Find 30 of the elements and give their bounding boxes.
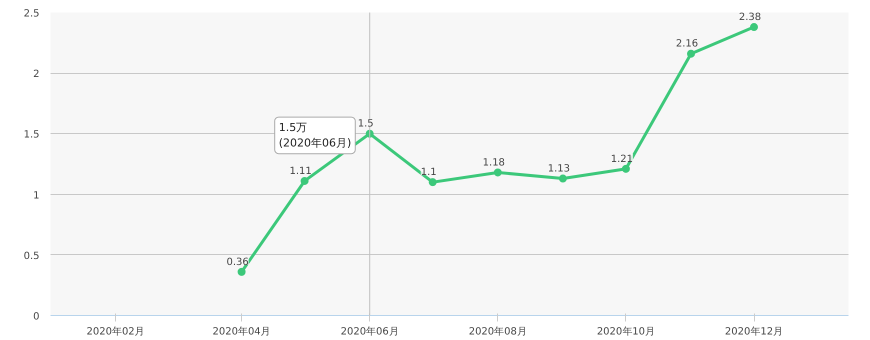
x-tick-label: 2020年08月 bbox=[468, 326, 527, 338]
y-tick-label: 0.5 bbox=[24, 250, 40, 262]
point bbox=[238, 268, 246, 276]
data-label: 1.18 bbox=[482, 157, 505, 168]
data-label: 1.5 bbox=[358, 118, 374, 130]
data-label: 2.38 bbox=[738, 12, 762, 24]
y-tick-label: 2.5 bbox=[24, 8, 40, 20]
x-tick-label: 2020年10月 bbox=[596, 326, 655, 338]
point bbox=[494, 168, 502, 176]
y-tick-label: 0 bbox=[33, 312, 40, 322]
y-tick-label: 1.5 bbox=[24, 130, 40, 141]
point bbox=[300, 176, 309, 185]
x-tick-label: 2020年02月 bbox=[86, 326, 145, 338]
data-label: 1.13 bbox=[548, 164, 570, 175]
data-label: 2.16 bbox=[676, 38, 698, 50]
point bbox=[428, 178, 437, 186]
point bbox=[687, 50, 695, 58]
x-tick-label: 2020年12月 bbox=[724, 326, 784, 338]
data-label: 1.11 bbox=[289, 166, 312, 177]
point bbox=[558, 174, 567, 183]
data-label: 1.1 bbox=[420, 167, 437, 178]
point bbox=[750, 23, 758, 32]
annotation: 1.5万 (2020年06月) bbox=[278, 121, 352, 150]
y-tick-label: 2 bbox=[33, 69, 40, 80]
x-tick-label: 2020年06月 bbox=[340, 326, 399, 338]
data-label: 0.36 bbox=[226, 256, 249, 268]
x-tick-label: 2020年04月 bbox=[212, 326, 271, 338]
point bbox=[622, 164, 630, 173]
y-tick-label: 1 bbox=[33, 190, 40, 202]
data-label: 1.21 bbox=[610, 154, 634, 165]
